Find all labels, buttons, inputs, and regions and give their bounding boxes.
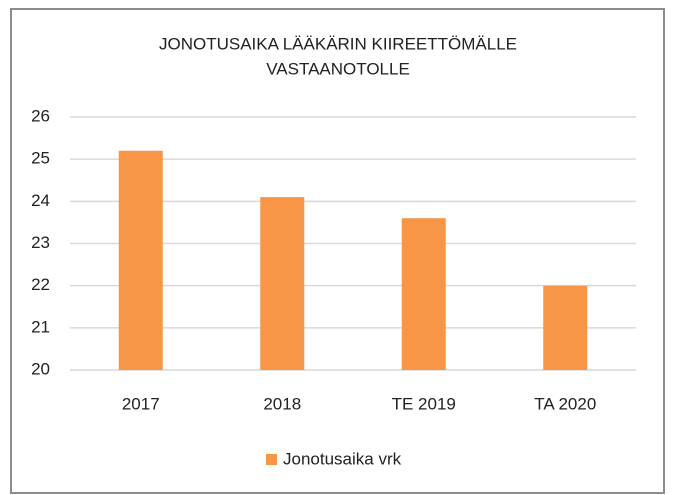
y-tick-label: 24	[31, 191, 50, 210]
chart-title: VASTAANOTOLLE	[266, 59, 410, 78]
legend-swatch	[266, 454, 277, 465]
y-tick-label: 23	[31, 233, 50, 252]
y-tick-label: 25	[31, 149, 50, 168]
y-tick-label: 21	[31, 317, 50, 336]
chart-frame	[10, 8, 665, 494]
x-tick-label: 2018	[263, 394, 301, 413]
y-tick-label: 26	[31, 106, 50, 125]
bar	[118, 150, 163, 370]
x-tick-label: TE 2019	[392, 394, 456, 413]
x-tick-label: TA 2020	[534, 394, 596, 413]
bar	[260, 197, 305, 370]
y-tick-label: 22	[31, 275, 50, 294]
bar	[401, 218, 446, 370]
y-tick-label: 20	[31, 359, 50, 378]
chart-title: JONOTUSAIKA LÄÄKÄRIN KIIREETTÖMÄLLE	[159, 34, 517, 53]
x-tick-label: 2017	[122, 394, 160, 413]
legend-label: Jonotusaika vrk	[283, 449, 402, 468]
bar	[543, 285, 588, 370]
